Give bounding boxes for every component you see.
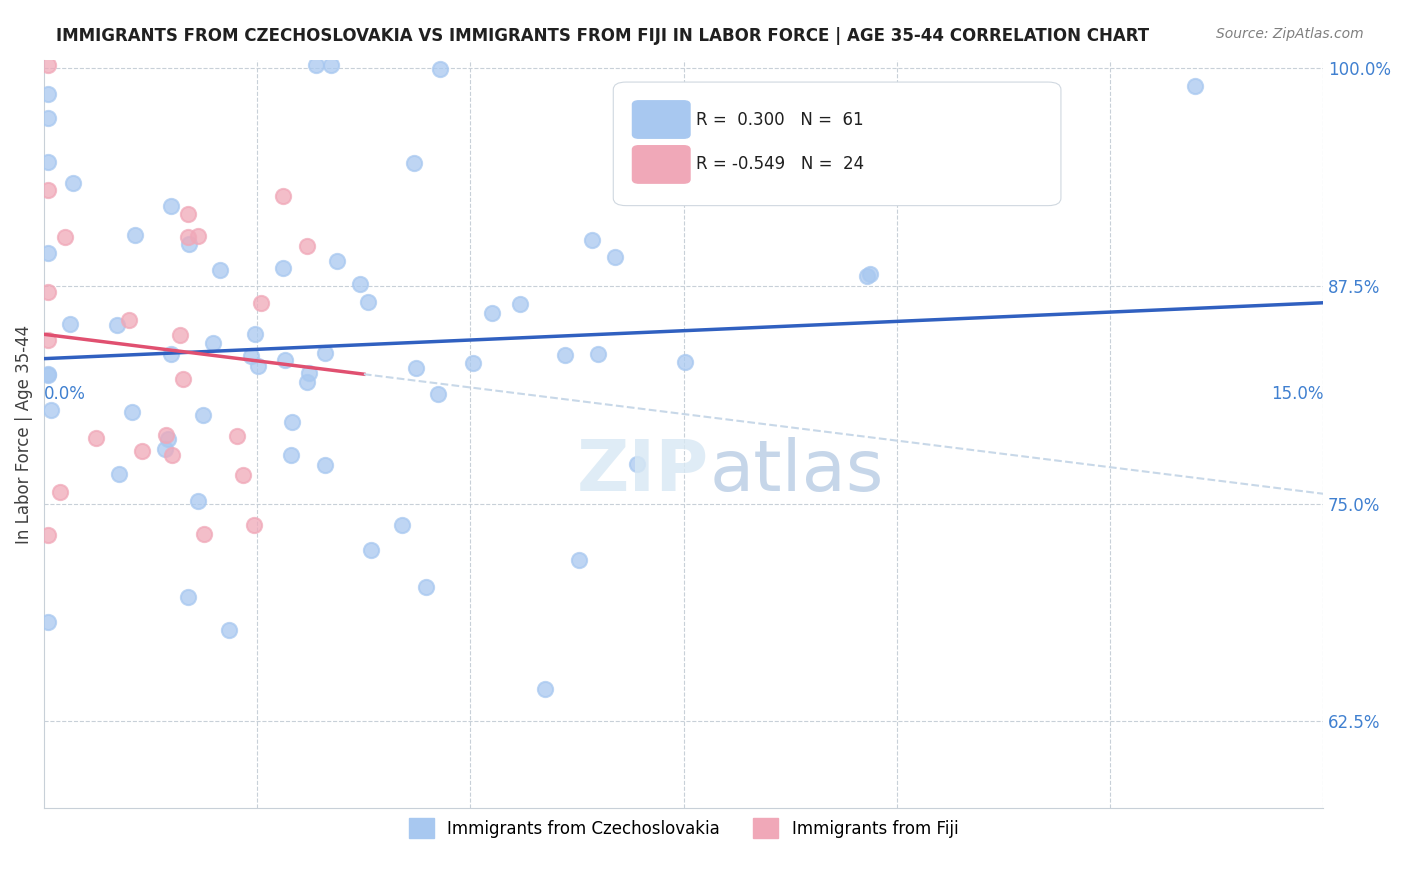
Point	[405, 360, 427, 375]
Point	[404, 156, 426, 170]
Point	[271, 188, 294, 202]
Point	[481, 306, 503, 320]
Point	[554, 348, 576, 362]
Point	[37, 528, 59, 542]
Point	[172, 372, 194, 386]
Text: 15.0%: 15.0%	[1271, 385, 1323, 403]
Point	[160, 347, 183, 361]
FancyBboxPatch shape	[633, 145, 690, 183]
Point	[37, 58, 59, 72]
Y-axis label: In Labor Force | Age 35-44: In Labor Force | Age 35-44	[15, 325, 32, 543]
Point	[118, 313, 141, 327]
Text: IMMIGRANTS FROM CZECHOSLOVAKIA VS IMMIGRANTS FROM FIJI IN LABOR FORCE | AGE 35-4: IMMIGRANTS FROM CZECHOSLOVAKIA VS IMMIGR…	[56, 27, 1149, 45]
Point	[155, 427, 177, 442]
Point	[159, 199, 181, 213]
Point	[41, 402, 63, 417]
Text: ZIP: ZIP	[576, 437, 709, 506]
Point	[177, 237, 200, 252]
Point	[295, 239, 318, 253]
Point	[274, 352, 297, 367]
Point	[461, 356, 484, 370]
Point	[37, 367, 59, 381]
FancyBboxPatch shape	[633, 101, 690, 138]
Point	[1184, 78, 1206, 93]
Point	[314, 458, 336, 472]
Point	[415, 580, 437, 594]
Point	[568, 553, 591, 567]
Point	[250, 296, 273, 310]
Point	[225, 429, 247, 443]
Point	[37, 615, 59, 629]
Point	[59, 317, 82, 331]
Point	[581, 233, 603, 247]
Point	[37, 87, 59, 101]
Point	[160, 449, 183, 463]
Text: atlas: atlas	[709, 437, 883, 506]
Point	[191, 408, 214, 422]
Point	[232, 468, 254, 483]
Point	[55, 230, 77, 244]
Point	[509, 296, 531, 310]
Point	[208, 262, 231, 277]
Point	[243, 518, 266, 533]
Point	[673, 355, 696, 369]
Point	[169, 327, 191, 342]
Point	[429, 62, 451, 77]
Point	[177, 590, 200, 604]
Point	[326, 254, 349, 268]
Point	[603, 250, 626, 264]
Text: R = -0.549   N =  24: R = -0.549 N = 24	[696, 155, 865, 173]
Point	[37, 183, 59, 197]
Point	[305, 58, 328, 72]
Point	[177, 229, 200, 244]
Point	[218, 623, 240, 637]
Point	[586, 347, 609, 361]
Point	[247, 359, 270, 373]
Point	[187, 229, 209, 244]
Text: 0.0%: 0.0%	[44, 385, 86, 403]
Point	[105, 318, 128, 332]
Point	[314, 346, 336, 360]
Text: Source: ZipAtlas.com: Source: ZipAtlas.com	[1216, 27, 1364, 41]
Point	[62, 176, 84, 190]
Point	[391, 518, 413, 533]
Point	[37, 285, 59, 299]
Point	[177, 207, 200, 221]
Point	[360, 543, 382, 558]
Point	[187, 494, 209, 508]
Point	[295, 375, 318, 389]
Point	[856, 268, 879, 283]
Point	[124, 228, 146, 243]
Point	[153, 442, 176, 457]
Point	[239, 349, 262, 363]
Point	[243, 327, 266, 342]
Point	[626, 457, 648, 471]
Point	[533, 682, 555, 697]
Point	[121, 405, 143, 419]
Point	[37, 368, 59, 383]
Point	[280, 448, 302, 462]
Point	[37, 246, 59, 260]
Point	[271, 260, 294, 275]
FancyBboxPatch shape	[613, 82, 1062, 206]
Point	[281, 415, 304, 429]
Point	[357, 294, 380, 309]
Point	[193, 527, 215, 541]
Point	[321, 58, 343, 72]
Point	[37, 155, 59, 169]
Legend: Immigrants from Czechoslovakia, Immigrants from Fiji: Immigrants from Czechoslovakia, Immigran…	[402, 812, 965, 845]
Point	[37, 112, 59, 126]
Point	[201, 336, 224, 351]
Point	[859, 267, 882, 281]
Point	[49, 485, 72, 500]
Point	[349, 277, 371, 291]
Point	[37, 333, 59, 347]
Point	[84, 431, 107, 445]
Point	[427, 387, 450, 401]
Text: R =  0.300   N =  61: R = 0.300 N = 61	[696, 111, 865, 128]
Point	[298, 367, 321, 381]
Point	[108, 467, 131, 482]
Point	[156, 432, 179, 446]
Point	[131, 444, 153, 458]
